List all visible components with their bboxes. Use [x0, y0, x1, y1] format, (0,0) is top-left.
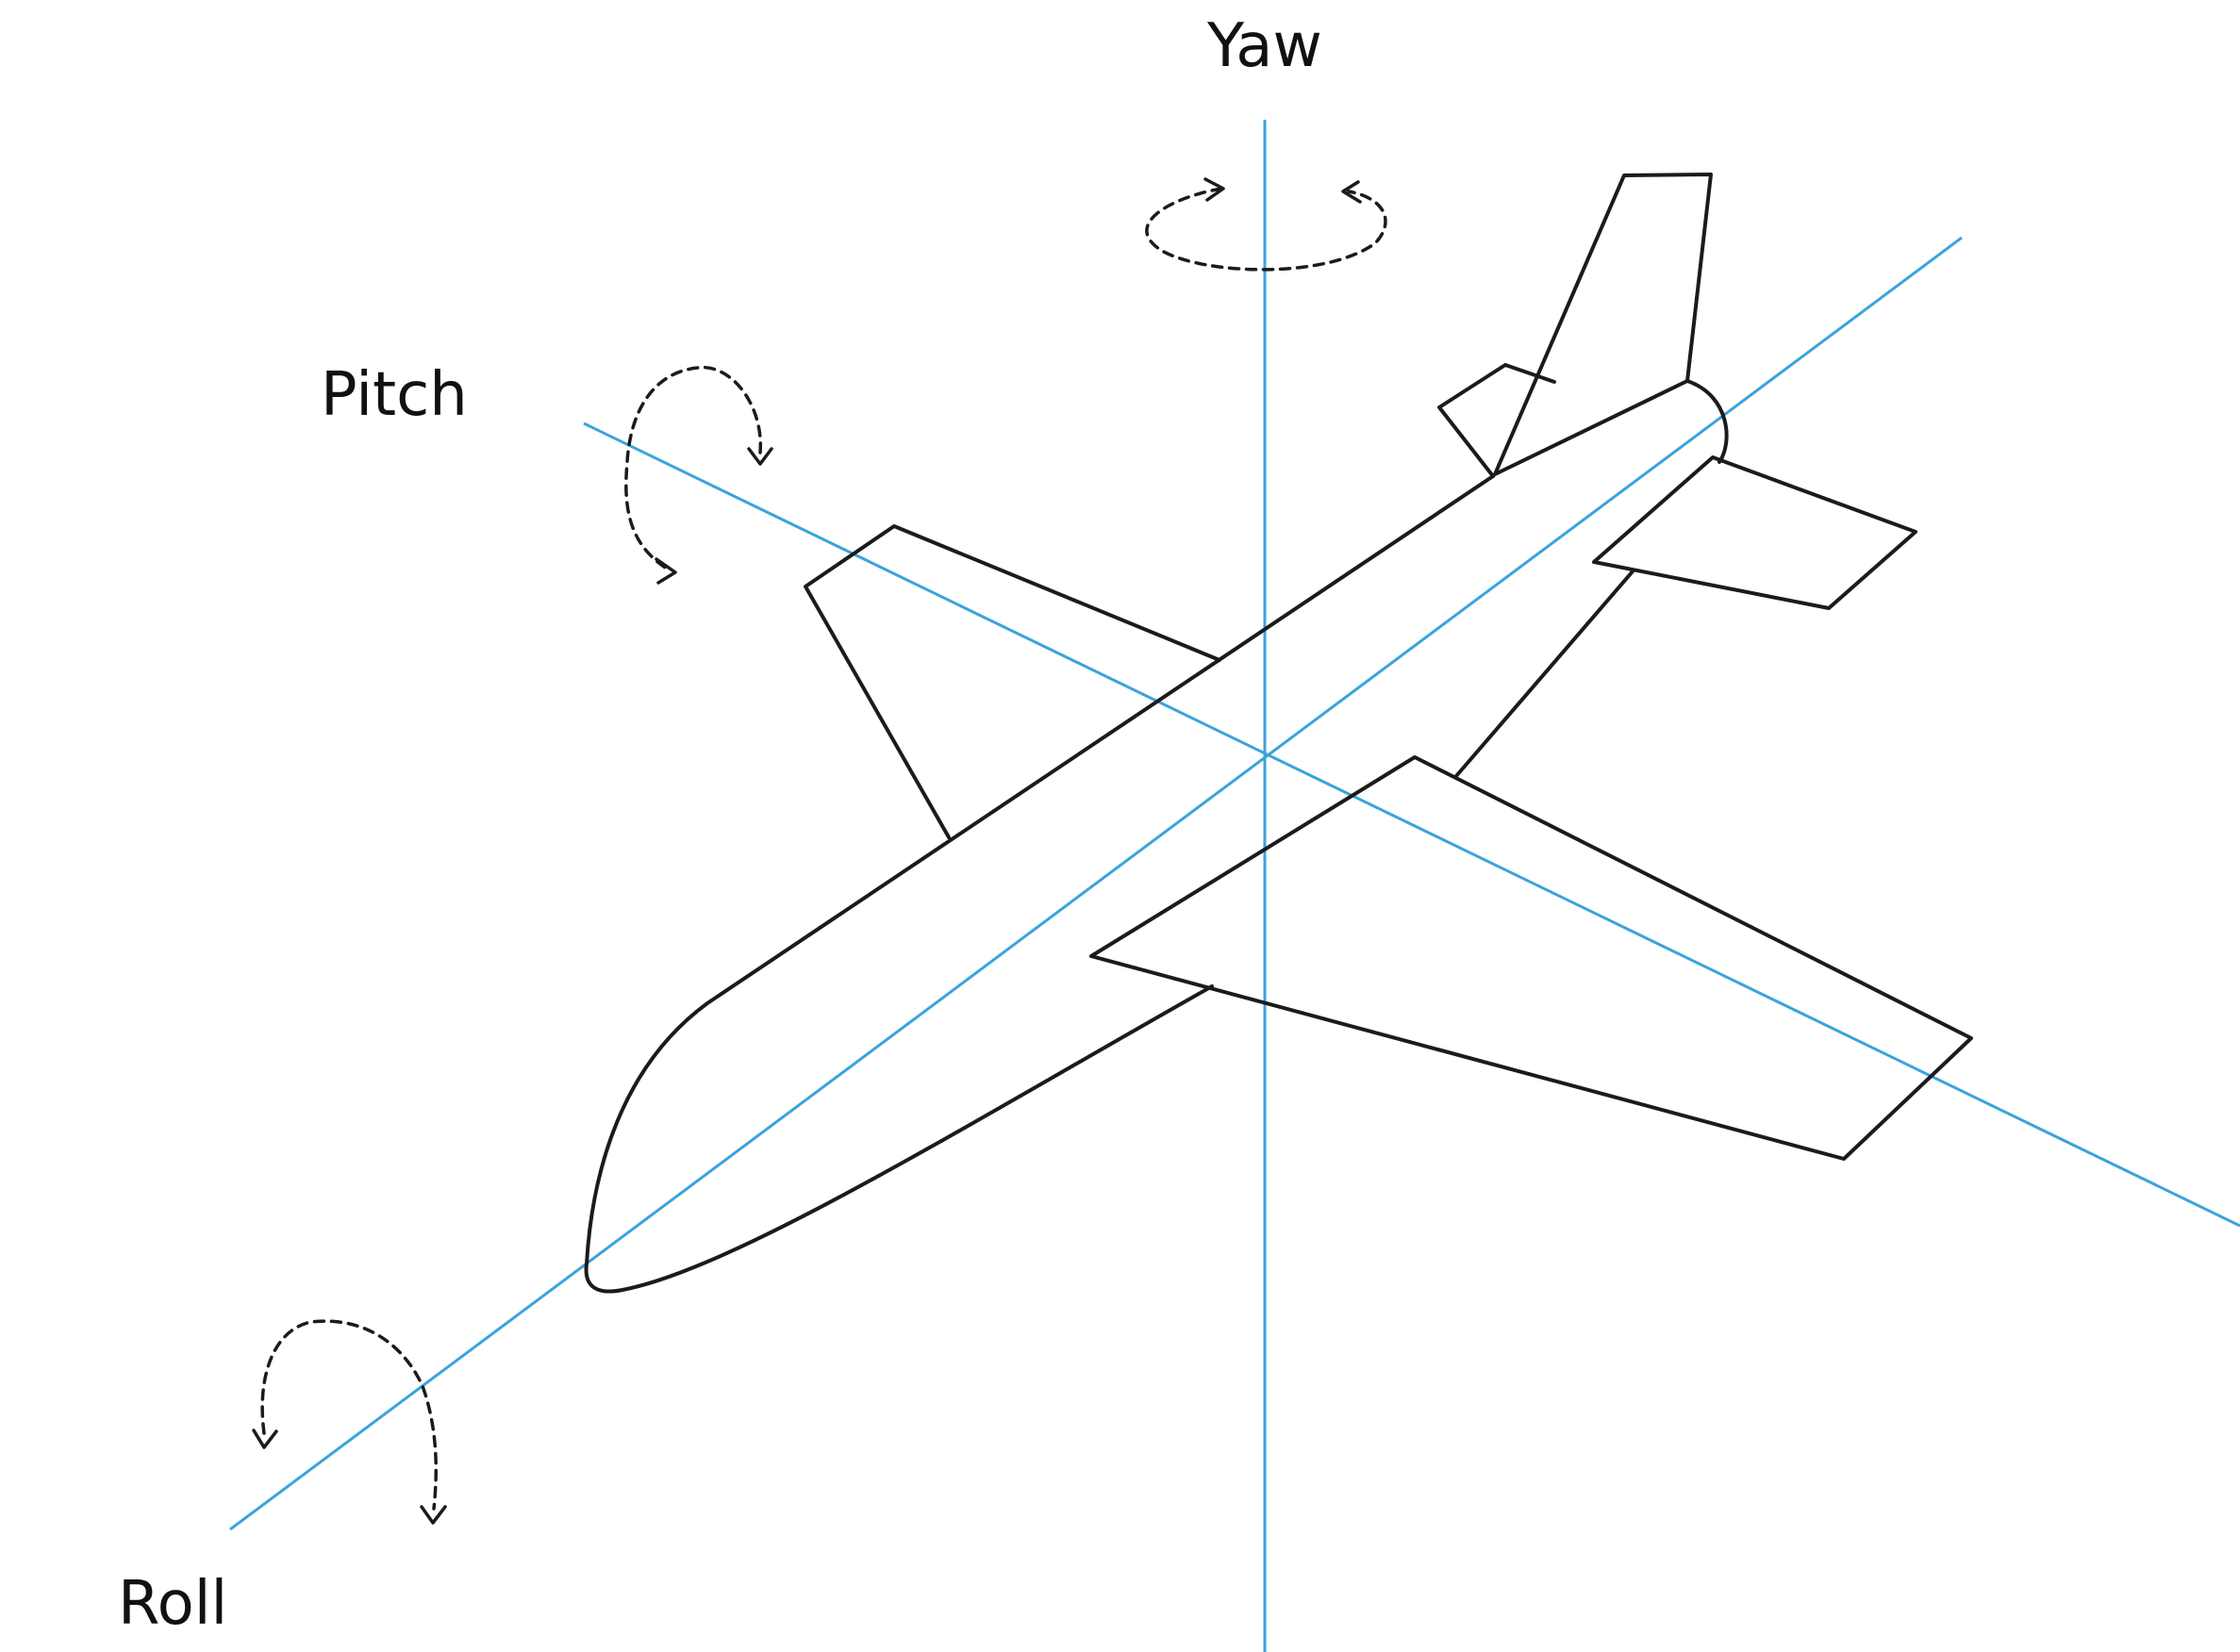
airplane	[584, 173, 1973, 1294]
vertical-stabilizer	[1493, 173, 1713, 476]
pitch-arrow-path	[624, 366, 762, 572]
right-horizontal-stabilizer	[1592, 455, 1917, 610]
roll-axis-line	[229, 236, 1963, 1531]
roll-label: Roll	[118, 1569, 227, 1639]
left-wing	[804, 524, 1221, 839]
yaw-arrowhead-right	[1341, 180, 1362, 204]
roll-arrowhead-left	[252, 1429, 278, 1449]
pitch-arrowhead-top	[747, 447, 773, 466]
pitch-label: Pitch	[321, 360, 468, 430]
yaw-label: Yaw	[1206, 11, 1322, 81]
roll-arrow-path	[260, 1319, 438, 1511]
roll-arrowhead-right	[420, 1505, 447, 1525]
roll-rotation-arrow	[252, 1319, 447, 1525]
yaw-arrow-path	[1145, 187, 1387, 272]
pitch-arrowhead-bottom	[655, 557, 677, 585]
yaw-arrowhead-left	[1203, 177, 1225, 202]
fuselage-aft-underside	[1454, 570, 1634, 778]
left-horizontal-stabilizer	[1437, 363, 1556, 478]
right-wing	[1089, 755, 1973, 1161]
pitch-axis-line	[583, 421, 2240, 1228]
axis-lines	[229, 120, 2240, 1652]
fuselage	[584, 379, 1729, 1294]
pitch-rotation-arrow	[624, 366, 773, 585]
yaw-rotation-arrow	[1145, 177, 1387, 272]
